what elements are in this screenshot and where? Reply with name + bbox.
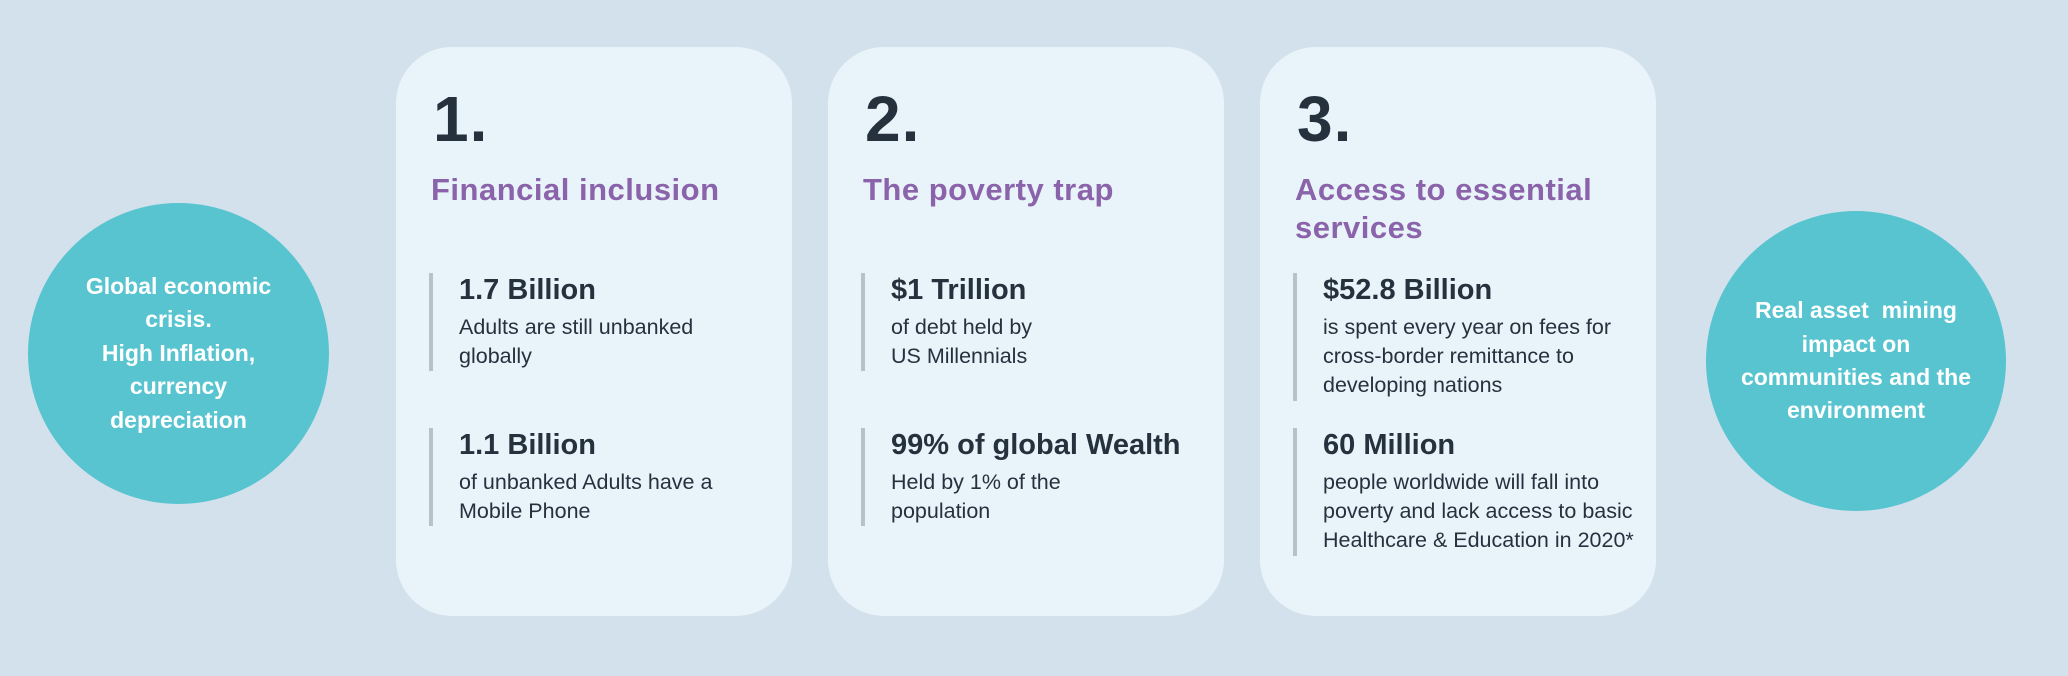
- card-3-title: Access to essential services: [1295, 172, 1593, 245]
- cards-row: 1. Financial inclusion 1.7 Billion Adult…: [396, 47, 1656, 616]
- stat-poverty-forecast: 60 Million people worldwide will fall in…: [1293, 428, 1638, 556]
- stat-desc: Adults are still unbanked globally: [459, 314, 694, 369]
- stat-value: 1.7 Billion: [459, 274, 596, 306]
- global-crisis-circle: Global economic crisis. High Inflation, …: [28, 203, 329, 504]
- mining-impact-circle: Real asset mining impact on communities …: [1706, 211, 2006, 511]
- card-3-number: 3.: [1297, 83, 1353, 155]
- stat-value: 60 Million: [1323, 429, 1456, 461]
- card-financial-inclusion: 1. Financial inclusion 1.7 Billion Adult…: [396, 47, 792, 616]
- stat-value: 1.1 Billion: [459, 429, 596, 461]
- stat-remittance-fees: $52.8 Billion is spent every year on fee…: [1293, 273, 1638, 401]
- stat-desc: of unbanked Adults have a Mobile Phone: [459, 469, 713, 524]
- stat-desc: Held by 1% of the population: [891, 469, 1061, 524]
- stat-unbanked-adults: 1.7 Billion Adults are still unbanked gl…: [429, 273, 774, 372]
- card-1-title: Financial inclusion: [431, 172, 720, 207]
- stat-desc: people worldwide will fall into poverty …: [1323, 469, 1634, 553]
- card-2-title: The poverty trap: [863, 172, 1114, 207]
- stat-wealth-concentration: 99% of global Wealth Held by 1% of the p…: [861, 428, 1206, 527]
- stat-value: $1 Trillion: [891, 274, 1027, 306]
- stat-desc: of debt held by US Millennials: [891, 314, 1033, 369]
- card-poverty-trap: 2. The poverty trap $1 Trillion of debt …: [828, 47, 1224, 616]
- mining-impact-circle-text: Real asset mining impact on communities …: [1740, 297, 1972, 424]
- card-2-number: 2.: [865, 83, 921, 155]
- stat-desc: is spent every year on fees for cross-bo…: [1323, 314, 1612, 398]
- global-crisis-circle-text: Global economic crisis. High Inflation, …: [85, 273, 272, 433]
- stat-value: 99% of global Wealth: [891, 429, 1181, 461]
- stat-millennial-debt: $1 Trillion of debt held by US Millennia…: [861, 273, 1206, 372]
- stat-value: $52.8 Billion: [1323, 274, 1493, 306]
- stat-unbanked-mobile: 1.1 Billion of unbanked Adults have a Mo…: [429, 428, 774, 527]
- card-access-essential-services: 3. Access to essential services $52.8 Bi…: [1260, 47, 1656, 616]
- card-1-number: 1.: [433, 83, 489, 155]
